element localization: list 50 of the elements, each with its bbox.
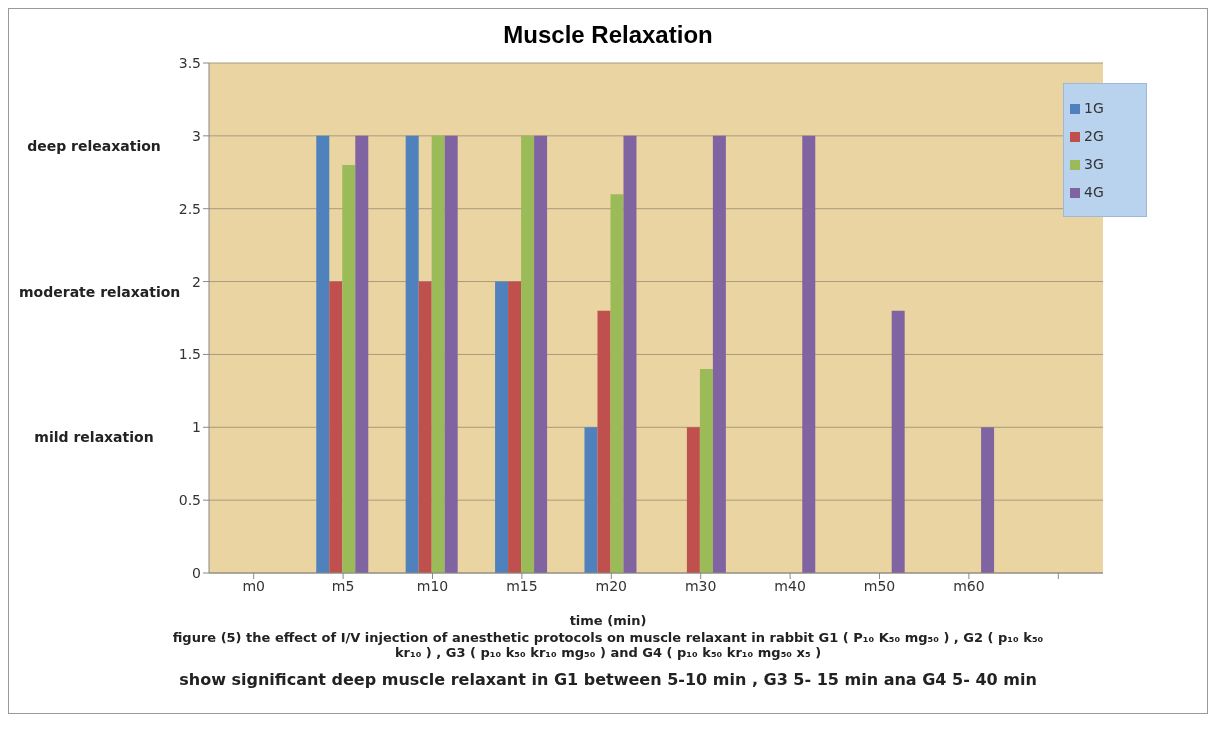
x-tick-label: m5 <box>331 577 355 594</box>
bar <box>891 310 905 573</box>
x-tick-label: m20 <box>595 577 628 594</box>
bar <box>610 194 624 573</box>
y-tick-label: 3 <box>192 127 201 144</box>
x-tick-label: m40 <box>774 577 806 594</box>
y-tick-label: 0 <box>192 564 201 581</box>
y-tick-label: 2 <box>192 273 201 290</box>
text: show significant deep muscle relaxant in G1 between 5-10 min , G3 5- 15 min ana G4 5- 40 min <box>178 669 1038 691</box>
legend-label: 2G <box>1084 128 1104 144</box>
bar <box>712 135 726 573</box>
bar <box>584 427 598 573</box>
text: moderate relaxation <box>19 283 181 300</box>
chart-title: Muscle Relaxation <box>502 20 714 50</box>
y-tick-label: 1.5 <box>178 346 201 363</box>
bar <box>597 310 611 573</box>
bar <box>431 135 445 573</box>
bar <box>521 135 535 573</box>
bar <box>623 135 637 573</box>
y-tick-label: 3.5 <box>178 54 201 71</box>
x-tick-label: m50 <box>863 577 896 594</box>
bar <box>802 135 816 573</box>
bar <box>342 165 356 573</box>
bar <box>316 135 330 573</box>
x-axis-title: time (min) <box>568 613 648 628</box>
bar <box>418 281 432 573</box>
x-tick-label: m30 <box>684 577 717 594</box>
bar <box>495 281 509 573</box>
x-tick-label: m60 <box>953 577 985 594</box>
y-tick-label: 0.5 <box>178 492 201 509</box>
bar <box>534 135 548 573</box>
legend-label: 3G <box>1084 156 1104 172</box>
text: deep releaxation <box>26 137 162 154</box>
text: figure (5) the effect of I/V injection of anesthetic protocols on muscle relaxant in rabbit G1 ( P₁₀ K₅₀ mg₅₀ ) , G2 ( p₁₀ k₅₀ kr₁₀ ) , G3 ( p₁₀ k₅₀ kr₁₀ mg₅₀ ) and G4 ( p₁₀ k₅₀ kr₁₀ mg₅₀ x₅ ) <box>171 629 1045 660</box>
bar <box>355 135 369 573</box>
legend-label: 1G <box>1084 100 1104 116</box>
text: mild relaxation <box>33 429 155 446</box>
x-tick-label: m10 <box>416 577 449 594</box>
x-tick-label: m0 <box>242 577 265 594</box>
bar <box>405 135 419 573</box>
bar <box>329 281 343 573</box>
x-tick-label: m15 <box>506 577 538 594</box>
legend-label: 4G <box>1084 184 1104 200</box>
bar <box>508 281 522 573</box>
bar <box>699 369 713 573</box>
y-tick-label: 2.5 <box>178 200 201 217</box>
bar <box>444 135 458 573</box>
bar <box>686 427 700 573</box>
bar <box>981 427 995 573</box>
y-tick-label: 1 <box>192 419 201 436</box>
